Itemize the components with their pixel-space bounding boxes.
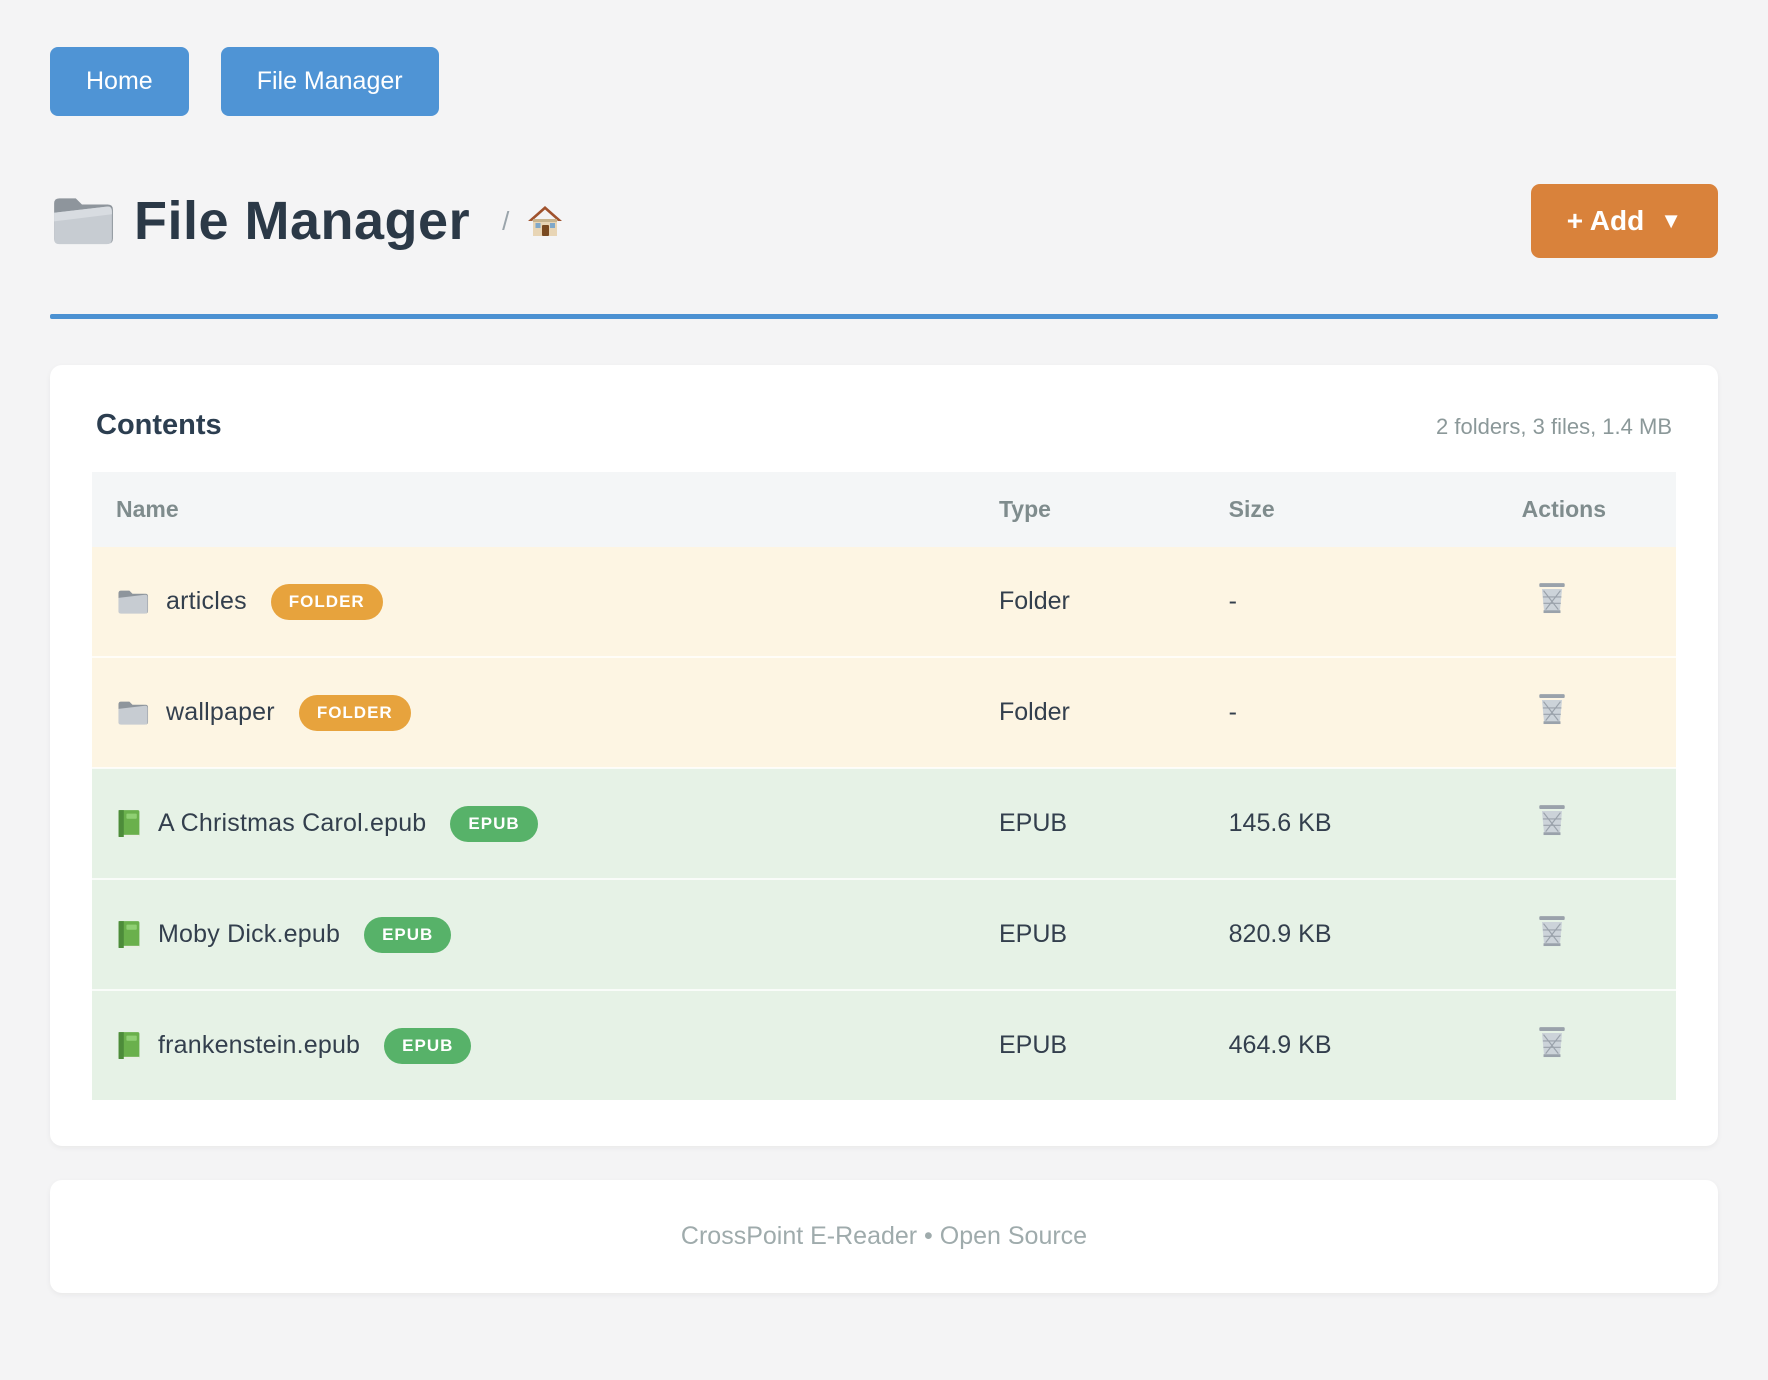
delete-button[interactable]: [1522, 913, 1568, 949]
header-divider: [50, 314, 1718, 319]
table-row-moby-dick[interactable]: Moby Dick.epub EPUB EPUB 820.9 KB: [92, 878, 1676, 990]
item-size: 145.6 KB: [1216, 767, 1510, 879]
item-size: -: [1216, 656, 1510, 768]
item-name: frankenstein.epub: [158, 1031, 361, 1059]
title-group: File Manager /: [50, 190, 563, 252]
item-name: wallpaper: [166, 698, 275, 726]
table-row-articles[interactable]: articles FOLDER Folder -: [92, 547, 1676, 657]
trash-icon: [1536, 1024, 1568, 1060]
item-type: EPUB: [986, 989, 1217, 1100]
green-book-icon: [116, 919, 142, 951]
epub-badge: EPUB: [364, 916, 452, 953]
item-size: 464.9 KB: [1216, 989, 1510, 1100]
delete-button[interactable]: [1522, 1024, 1568, 1060]
folder-icon: [50, 193, 116, 249]
table-row-christmas-carol[interactable]: A Christmas Carol.epub EPUB EPUB 145.6 K…: [92, 767, 1676, 879]
column-header-type: Type: [986, 472, 1217, 547]
home-icon[interactable]: [527, 203, 563, 239]
trash-icon: [1536, 691, 1568, 727]
green-book-icon: [116, 1030, 142, 1062]
column-header-name: Name: [92, 472, 987, 547]
folder-badge: FOLDER: [298, 694, 411, 731]
folder-badge: FOLDER: [270, 583, 383, 620]
page-title: File Manager: [134, 191, 471, 251]
add-button[interactable]: + Add ▼: [1530, 184, 1718, 258]
top-nav: Home File Manager: [50, 47, 1718, 116]
item-type: EPUB: [986, 767, 1217, 879]
footer-text: CrossPoint E-Reader • Open Source: [680, 1222, 1088, 1250]
item-size: -: [1228, 587, 1237, 615]
table-header-row: Name Type Size Actions: [92, 472, 1676, 547]
folder-icon: [116, 699, 150, 727]
item-type: Folder: [986, 656, 1217, 768]
item-name: articles: [166, 587, 247, 615]
trash-icon: [1536, 802, 1568, 838]
column-header-actions: Actions: [1509, 472, 1676, 547]
trash-icon: [1536, 580, 1568, 616]
page-header: File Manager / + Add ▼: [50, 184, 1718, 258]
item-name: A Christmas Carol.epub: [158, 809, 427, 837]
item-name: Moby Dick.epub: [158, 920, 341, 948]
contents-heading: Contents: [96, 409, 222, 441]
contents-card: Contents 2 folders, 3 files, 1.4 MB Name…: [50, 365, 1718, 1146]
epub-badge: EPUB: [450, 805, 538, 842]
card-header: Contents 2 folders, 3 files, 1.4 MB: [92, 409, 1676, 442]
item-type: EPUB: [986, 878, 1217, 990]
footer: CrossPoint E-Reader • Open Source: [50, 1180, 1718, 1293]
green-book-icon: [116, 808, 142, 840]
delete-button[interactable]: [1522, 691, 1568, 727]
epub-badge: EPUB: [384, 1027, 472, 1064]
add-button-label: + Add: [1566, 205, 1645, 236]
nav-file-manager-button[interactable]: File Manager: [220, 47, 439, 116]
table-row-frankenstein[interactable]: frankenstein.epub EPUB EPUB 464.9 KB: [92, 989, 1676, 1100]
nav-home-button[interactable]: Home: [50, 47, 189, 116]
folder-icon: [116, 588, 150, 616]
breadcrumb-separator: /: [502, 205, 510, 236]
files-table: Name Type Size Actions a: [92, 472, 1676, 1100]
delete-button[interactable]: [1522, 580, 1568, 616]
trash-icon: [1536, 913, 1568, 949]
item-type: Folder: [998, 587, 1070, 615]
caret-down-icon: ▼: [1660, 208, 1682, 233]
item-size: 820.9 KB: [1216, 878, 1510, 990]
column-header-size: Size: [1216, 472, 1510, 547]
delete-button[interactable]: [1522, 802, 1568, 838]
table-row-wallpaper[interactable]: wallpaper FOLDER Folder -: [92, 656, 1676, 768]
contents-summary: 2 folders, 3 files, 1.4 MB: [1436, 414, 1672, 439]
